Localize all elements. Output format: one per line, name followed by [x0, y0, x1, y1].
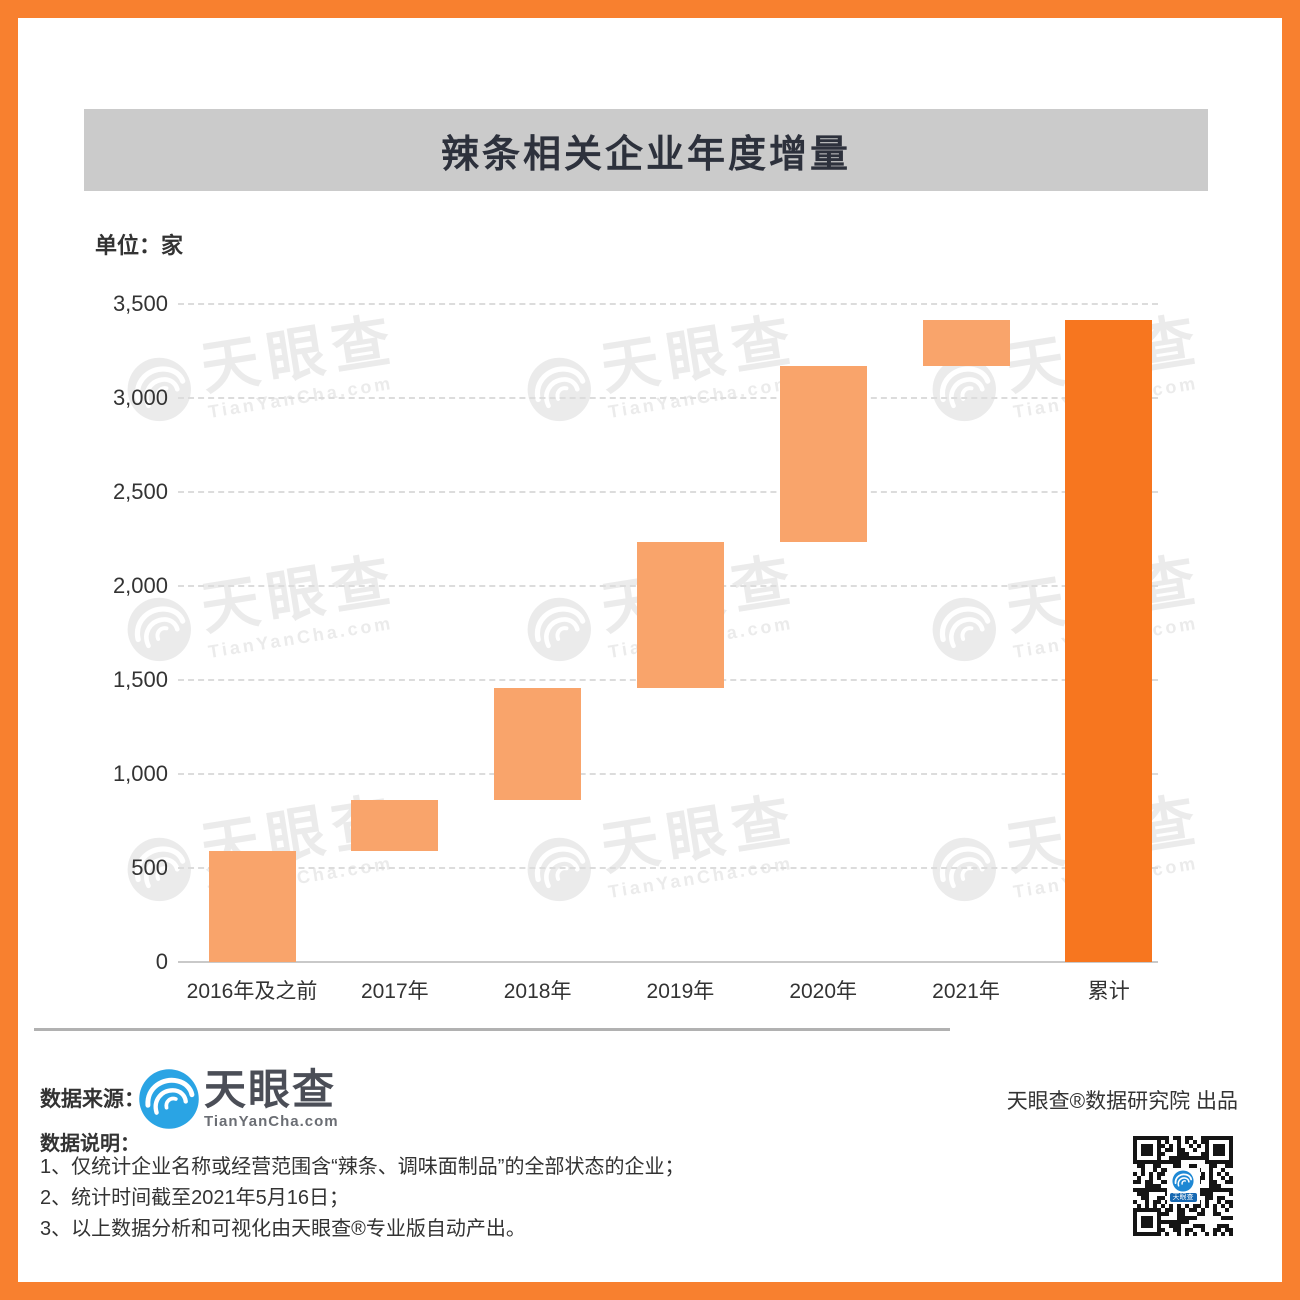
- qr-pattern: [1133, 1136, 1233, 1236]
- x-axis-line: [178, 961, 1158, 963]
- qr-code: 天眼查: [1133, 1136, 1233, 1236]
- bar-2021年: [922, 319, 1010, 367]
- page-title: 辣条相关企业年度增量: [440, 133, 851, 176]
- gridline-3,000: [178, 397, 1158, 399]
- note-line: 1、仅统计企业名称或经营范围含“辣条、调味面制品”的全部状态的企业；: [40, 1156, 685, 1178]
- y-axis-tick-label: 2,000: [112, 573, 168, 598]
- tianyancha-logo: 天眼查 TianYanCha.com: [138, 1068, 339, 1130]
- notes-list: 1、仅统计企业名称或经营范围含“辣条、调味面制品”的全部状态的企业； 2、统计时间…: [40, 1152, 684, 1245]
- gridline-3,500: [178, 303, 1158, 305]
- qr-center-logo-icon: [1172, 1170, 1194, 1192]
- y-axis-tick-label: 1,000: [112, 761, 168, 786]
- bar-2016年及之前: [208, 851, 296, 962]
- logo-domain-text: TianYanCha.com: [204, 1113, 339, 1130]
- title-bar: 辣条相关企业年度增量: [84, 109, 1208, 191]
- y-axis-tick-label: 3,500: [112, 291, 168, 316]
- bar-累计: [1065, 319, 1153, 962]
- y-axis-tick-label: 500: [131, 855, 168, 880]
- bar-2017年: [351, 800, 439, 852]
- y-axis-tick-label: 0: [155, 949, 168, 974]
- bar-2018年: [494, 688, 582, 801]
- qr-center: 天眼查: [1133, 1136, 1233, 1236]
- gridline-500: [178, 867, 1158, 869]
- tianyancha-logo-text: 天眼查 TianYanCha.com: [204, 1066, 339, 1131]
- footer-divider: [34, 1028, 950, 1031]
- x-axis-tick-label: 2016年及之前: [186, 980, 318, 1003]
- x-axis-tick-label: 2020年: [789, 980, 858, 1003]
- bar-2020年: [779, 366, 867, 542]
- tianyancha-logo-icon: [138, 1068, 200, 1130]
- note-line: 2、统计时间截至2021年5月16日；: [40, 1187, 349, 1209]
- data-source-label: 数据来源：: [40, 1088, 145, 1111]
- x-axis-tick-label: 累计: [1087, 980, 1130, 1003]
- x-axis-tick-label: 2017年: [360, 980, 429, 1003]
- notes-label: 数据说明：: [40, 1133, 140, 1155]
- producer-credit: 天眼查®数据研究院 出品: [1006, 1090, 1238, 1113]
- y-axis-tick-label: 3,000: [112, 385, 168, 410]
- gridline-2,500: [178, 491, 1158, 493]
- x-axis-tick-label: 2018年: [503, 980, 572, 1003]
- y-axis-tick-label: 1,500: [112, 667, 168, 692]
- y-axis-tick-label: 2,500: [112, 479, 168, 504]
- x-axis-tick-label: 2019年: [646, 980, 715, 1003]
- x-axis-tick-label: 2021年: [932, 980, 1000, 1003]
- logo-brand-text: 天眼查: [204, 1066, 337, 1113]
- note-line: 3、以上数据分析和可视化由天眼查®专业版自动产出。: [40, 1218, 526, 1240]
- unit-label: 单位：家: [95, 233, 184, 258]
- qr-center-label: 天眼查: [1169, 1193, 1197, 1202]
- gridline-1,000: [178, 773, 1158, 775]
- bar-2019年: [636, 541, 724, 689]
